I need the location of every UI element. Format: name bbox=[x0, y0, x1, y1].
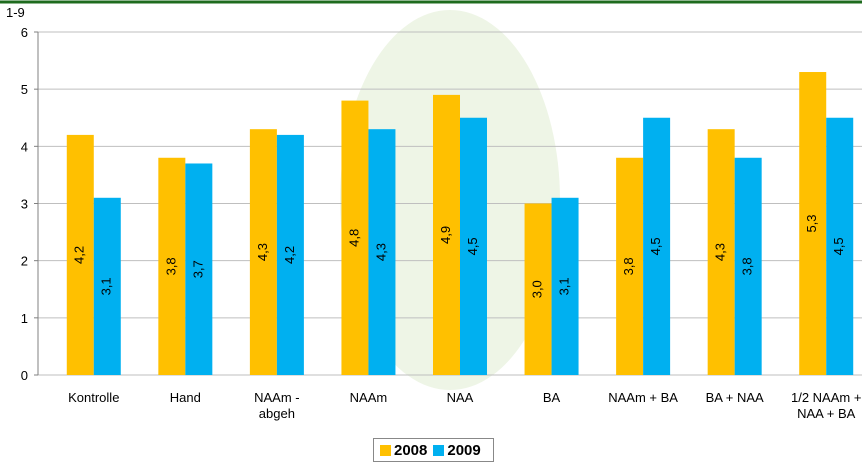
x-tick-label: NAAm - abgeh bbox=[232, 390, 322, 422]
legend-swatch bbox=[380, 445, 391, 456]
value-label: 3,1 bbox=[556, 277, 571, 295]
value-label: 4,3 bbox=[713, 243, 728, 261]
y-tick-label: 3 bbox=[21, 197, 28, 212]
chart-page: 1-9 0 1 2 3 4 5 6 4,2 3,1 3,8 3,7 4,3 4,2 4,8 4,3 4,9 4,… bbox=[0, 0, 862, 464]
y-tick-label: 4 bbox=[21, 139, 28, 154]
value-label: 3,7 bbox=[190, 260, 205, 278]
value-label: 4,9 bbox=[438, 226, 453, 244]
legend-item: 2008 bbox=[380, 442, 427, 459]
x-tick-label: BA bbox=[507, 390, 597, 406]
y-tick-label: 6 bbox=[21, 25, 28, 40]
value-label: 4,8 bbox=[346, 229, 361, 247]
legend-label: 2008 bbox=[394, 442, 427, 459]
y-tick-label: 0 bbox=[21, 368, 28, 383]
legend-label: 2009 bbox=[447, 442, 480, 459]
x-tick-label: BA + NAA bbox=[690, 390, 780, 406]
y-tick-label: 5 bbox=[21, 82, 28, 97]
x-tick-label: Hand bbox=[140, 390, 230, 406]
value-label: 3,0 bbox=[529, 280, 544, 298]
x-tick-label: NAAm bbox=[323, 390, 413, 406]
value-label: 4,5 bbox=[465, 237, 480, 255]
value-label: 4,5 bbox=[648, 237, 663, 255]
value-label: 4,5 bbox=[831, 237, 846, 255]
x-tick-label: Kontrolle bbox=[49, 390, 139, 406]
x-tick-label: NAA bbox=[415, 390, 505, 406]
value-label: 4,3 bbox=[373, 243, 388, 261]
value-label: 3,8 bbox=[621, 257, 636, 275]
value-label: 4,3 bbox=[255, 243, 270, 261]
value-label: 4,2 bbox=[72, 246, 87, 264]
value-label: 3,8 bbox=[163, 257, 178, 275]
value-label: 3,8 bbox=[740, 257, 755, 275]
y-axis-label: 1-9 bbox=[6, 5, 25, 20]
value-label: 4,2 bbox=[282, 246, 297, 264]
y-tick-label: 1 bbox=[21, 311, 28, 326]
x-tick-label: 1/2 NAAm + NAA + BA bbox=[781, 390, 862, 422]
legend-item: 2009 bbox=[433, 442, 480, 459]
y-tick-label: 2 bbox=[21, 254, 28, 269]
legend-swatch bbox=[433, 445, 444, 456]
x-tick-label: NAAm + BA bbox=[598, 390, 688, 406]
value-label: 5,3 bbox=[804, 214, 819, 232]
value-label: 3,1 bbox=[99, 277, 114, 295]
legend: 2008 2009 bbox=[373, 438, 494, 462]
